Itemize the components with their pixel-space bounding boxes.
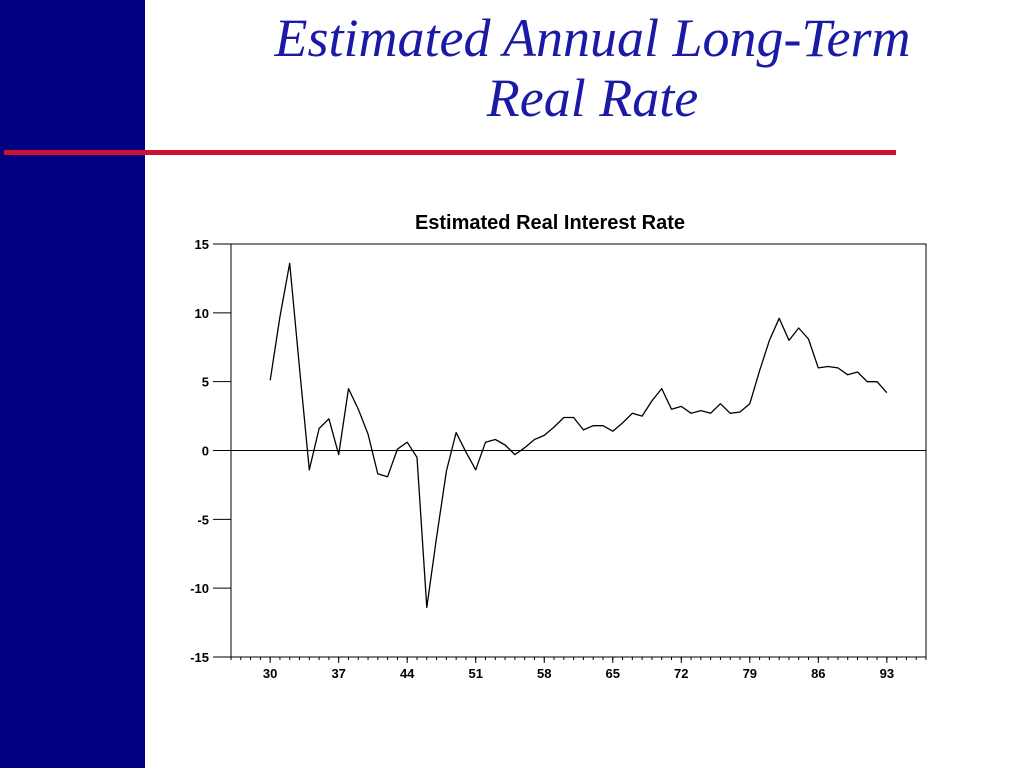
series-line xyxy=(269,262,888,609)
slide-title: Estimated Annual Long-Term Real Rate xyxy=(145,8,1024,128)
x-tick-label: 93 xyxy=(880,666,894,681)
sidebar-panel xyxy=(0,0,145,768)
x-tick-label: 65 xyxy=(606,666,620,681)
x-tick-label: 86 xyxy=(811,666,825,681)
title-divider xyxy=(4,150,896,155)
slide-title-line2: Real Rate xyxy=(486,68,699,128)
x-tick-label: 79 xyxy=(743,666,757,681)
y-tick-label: -15 xyxy=(190,650,209,665)
y-tick-label: -5 xyxy=(197,512,209,527)
y-tick-label: 15 xyxy=(195,237,209,252)
x-tick-label: 58 xyxy=(537,666,551,681)
slide-title-line1: Estimated Annual Long-Term xyxy=(274,8,911,68)
x-tick-label: 44 xyxy=(400,666,415,681)
chart-title: Estimated Real Interest Rate xyxy=(414,212,686,234)
y-tick-label: -10 xyxy=(190,581,209,596)
x-tick-label: 30 xyxy=(263,666,277,681)
y-tick-label: 0 xyxy=(202,444,209,459)
x-tick-label: 72 xyxy=(674,666,688,681)
y-tick-label: 5 xyxy=(202,375,209,390)
x-tick-label: 51 xyxy=(468,666,482,681)
y-tick-label: 10 xyxy=(195,306,209,321)
x-tick-label: 37 xyxy=(331,666,345,681)
